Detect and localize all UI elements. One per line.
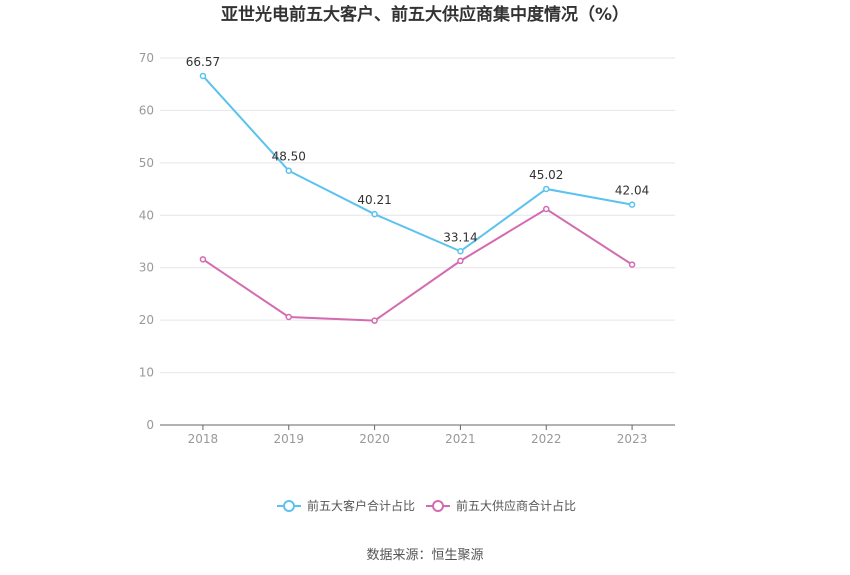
series-line [202, 207, 633, 322]
data-point [199, 72, 207, 80]
data-point [457, 248, 464, 255]
series-line [202, 75, 633, 253]
legend-marker [283, 500, 295, 512]
data-point [457, 257, 464, 265]
series-layer: 66.57 48.50 40.21 33.14 45.02 42.04 [186, 55, 649, 324]
data-point [628, 261, 636, 268]
data-label: 66.57 [186, 55, 220, 69]
data-point [543, 205, 550, 213]
data-label: 45.02 [529, 168, 563, 182]
y-tick-label: 70 [139, 51, 154, 65]
x-tick-label: 2020 [359, 432, 390, 446]
legend-label: 前五大客户合计占比 [307, 498, 415, 513]
data-point [199, 256, 207, 263]
series-2 [199, 205, 636, 324]
grid [160, 57, 675, 374]
x-tick-label: 2021 [445, 432, 476, 446]
y-tick-label: 40 [139, 208, 154, 222]
y-axis: 0 10 20 30 40 50 60 70 [139, 51, 154, 432]
data-point [285, 313, 292, 321]
legend-label: 前五大供应商合计占比 [456, 498, 576, 513]
y-tick-label: 50 [139, 156, 154, 170]
y-tick-label: 30 [139, 261, 154, 275]
legend-marker [432, 500, 444, 512]
y-tick-label: 0 [146, 418, 154, 432]
y-tick-label: 20 [139, 313, 154, 327]
data-point [543, 185, 550, 193]
data-label: 40.21 [357, 193, 391, 207]
legend: 前五大客户合计占比 前五大供应商合计占比 [277, 498, 576, 513]
y-tick-label: 60 [139, 103, 154, 117]
data-point [371, 210, 378, 218]
series-1: 66.57 48.50 40.21 33.14 45.02 42.04 [186, 55, 649, 255]
x-tick-label: 2019 [273, 432, 304, 446]
x-tick-label: 2023 [617, 432, 648, 446]
x-tick-label: 2018 [188, 432, 219, 446]
data-point [371, 317, 378, 324]
source-note: 数据来源：恒生聚源 [366, 548, 483, 563]
y-tick-label: 10 [139, 366, 154, 380]
chart-title: 亚世光电前五大客户、前五大供应商集中度情况（%） [221, 4, 629, 25]
data-point [628, 201, 636, 208]
legend-item-2[interactable]: 前五大供应商合计占比 [426, 498, 576, 513]
data-point [285, 167, 292, 174]
legend-item-1[interactable]: 前五大客户合计占比 [277, 498, 415, 513]
x-axis: 2018 2019 2020 2021 2022 2023 [188, 425, 648, 446]
data-label: 42.04 [615, 184, 649, 198]
data-label: 33.14 [443, 230, 477, 244]
data-label: 48.50 [272, 150, 306, 164]
x-tick-label: 2022 [531, 432, 562, 446]
